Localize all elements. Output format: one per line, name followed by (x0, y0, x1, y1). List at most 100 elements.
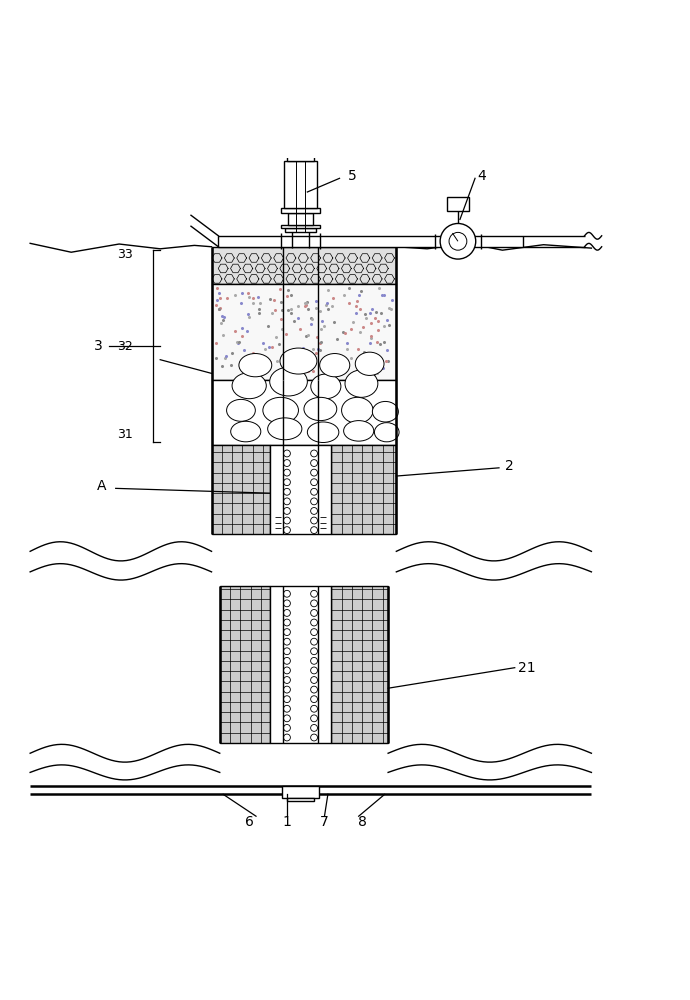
Circle shape (284, 498, 290, 505)
Text: 32: 32 (117, 340, 132, 353)
Circle shape (284, 610, 290, 616)
Bar (218, 236, 523, 247)
Circle shape (310, 460, 317, 466)
Text: A: A (97, 479, 107, 493)
Circle shape (310, 590, 317, 597)
Circle shape (310, 696, 317, 703)
Circle shape (310, 667, 317, 674)
Circle shape (310, 724, 317, 731)
Circle shape (284, 450, 290, 457)
Circle shape (310, 677, 317, 683)
Bar (270, 586, 331, 743)
Text: 1: 1 (282, 815, 291, 829)
Ellipse shape (355, 352, 384, 375)
Circle shape (310, 508, 317, 514)
Circle shape (310, 527, 317, 534)
Circle shape (310, 734, 317, 741)
Bar (288, 213, 313, 225)
Ellipse shape (344, 421, 374, 441)
Circle shape (310, 715, 317, 722)
Circle shape (310, 629, 317, 636)
Ellipse shape (319, 354, 350, 377)
Circle shape (284, 479, 290, 486)
Ellipse shape (263, 397, 299, 423)
Circle shape (449, 232, 467, 250)
Ellipse shape (373, 401, 398, 422)
Ellipse shape (280, 348, 317, 374)
Bar (282, 786, 319, 798)
Ellipse shape (307, 422, 339, 443)
Circle shape (284, 600, 290, 607)
Circle shape (284, 460, 290, 466)
Text: 3: 3 (95, 339, 103, 353)
Text: 2: 2 (505, 459, 513, 473)
Circle shape (310, 600, 317, 607)
Bar (331, 586, 388, 743)
Text: 6: 6 (245, 815, 254, 829)
Circle shape (310, 686, 317, 693)
Text: 31: 31 (117, 428, 132, 441)
Circle shape (284, 590, 290, 597)
Bar (212, 445, 270, 534)
Circle shape (310, 479, 317, 486)
Ellipse shape (230, 421, 261, 442)
Circle shape (310, 469, 317, 476)
Circle shape (284, 488, 290, 495)
Circle shape (284, 667, 290, 674)
Ellipse shape (270, 367, 307, 396)
Bar (447, 197, 469, 211)
Text: 4: 4 (477, 169, 486, 183)
Circle shape (310, 610, 317, 616)
Bar (212, 380, 396, 445)
Circle shape (284, 715, 290, 722)
Circle shape (310, 657, 317, 664)
Circle shape (284, 648, 290, 655)
Circle shape (310, 488, 317, 495)
Text: 8: 8 (357, 815, 366, 829)
Ellipse shape (310, 374, 341, 399)
Circle shape (284, 677, 290, 683)
Circle shape (284, 686, 290, 693)
Circle shape (284, 469, 290, 476)
Text: 33: 33 (117, 248, 132, 261)
Circle shape (310, 638, 317, 645)
Bar (287, 156, 314, 161)
Ellipse shape (375, 423, 399, 442)
Circle shape (440, 223, 475, 259)
Circle shape (284, 619, 290, 626)
Bar (219, 586, 270, 743)
Bar (212, 284, 396, 380)
Circle shape (310, 517, 317, 524)
Ellipse shape (226, 399, 255, 421)
Circle shape (310, 648, 317, 655)
Ellipse shape (345, 370, 378, 397)
Circle shape (284, 734, 290, 741)
Circle shape (284, 696, 290, 703)
Bar (286, 228, 315, 232)
Text: 7: 7 (320, 815, 329, 829)
Text: 21: 21 (518, 661, 535, 675)
Circle shape (284, 517, 290, 524)
Circle shape (284, 508, 290, 514)
Bar (270, 445, 331, 534)
Bar (282, 225, 319, 228)
Circle shape (310, 450, 317, 457)
Ellipse shape (268, 418, 302, 440)
Ellipse shape (304, 397, 337, 421)
Ellipse shape (232, 373, 266, 399)
Circle shape (310, 619, 317, 626)
Circle shape (310, 705, 317, 712)
Circle shape (284, 724, 290, 731)
Bar (331, 445, 396, 534)
Circle shape (284, 705, 290, 712)
Circle shape (284, 657, 290, 664)
Bar (212, 247, 396, 284)
Bar (284, 161, 317, 208)
Bar (282, 208, 319, 213)
Circle shape (284, 638, 290, 645)
Ellipse shape (239, 354, 272, 377)
Text: 5: 5 (348, 169, 356, 183)
Circle shape (310, 498, 317, 505)
Circle shape (284, 527, 290, 534)
Ellipse shape (342, 397, 373, 423)
